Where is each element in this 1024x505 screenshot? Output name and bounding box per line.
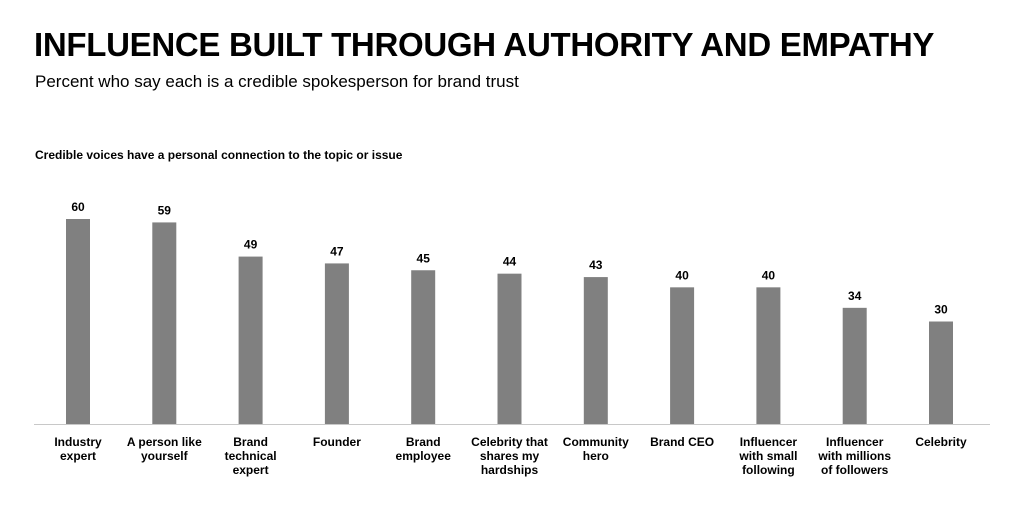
- tick-label-4-line-0: Brand: [406, 435, 441, 449]
- tick-label-2-line-2: expert: [233, 463, 269, 477]
- page-subtitle: Percent who say each is a credible spoke…: [35, 72, 519, 91]
- page-title: INFLUENCE BUILT THROUGH AUTHORITY AND EM…: [34, 26, 935, 63]
- bar-5: [497, 273, 522, 424]
- bar-3: [324, 263, 349, 424]
- tick-label-6-line-1: hero: [583, 449, 609, 463]
- data-label-4: 45: [417, 251, 431, 265]
- tick-label-9-line-2: of followers: [821, 463, 889, 477]
- bar-10: [929, 321, 953, 424]
- tick-label-2-line-1: technical: [225, 449, 277, 463]
- tick-label-5-line-0: Celebrity that: [471, 435, 548, 449]
- tick-label-10: Celebrity: [915, 435, 967, 449]
- data-label-2: 49: [244, 238, 258, 252]
- data-label-8: 40: [762, 268, 776, 282]
- tick-label-9-line-0: Influencer: [826, 435, 884, 449]
- bar-0: [66, 219, 90, 424]
- tick-label-1-line-0: A person like: [127, 435, 202, 449]
- bar-9: [842, 307, 867, 424]
- tick-label-9-line-1: with millions: [817, 449, 891, 463]
- tick-label-1-line-1: yourself: [141, 449, 189, 463]
- data-label-10: 30: [934, 303, 948, 317]
- data-label-9: 34: [848, 289, 862, 303]
- bar-1: [152, 222, 177, 424]
- data-label-3: 47: [330, 244, 344, 258]
- bar-4: [411, 270, 436, 424]
- data-label-5: 44: [503, 255, 517, 269]
- bar-8: [756, 287, 781, 424]
- tick-label-7: Brand CEO: [650, 435, 714, 449]
- bar-7: [670, 287, 695, 424]
- data-label-0: 60: [71, 200, 85, 214]
- data-label-6: 43: [589, 258, 603, 272]
- tick-label-4-line-1: employee: [396, 449, 452, 463]
- chart-heading: Credible voices have a personal connecti…: [35, 148, 403, 162]
- data-label-1: 59: [158, 203, 172, 217]
- tick-label-8-line-0: Influencer: [740, 435, 798, 449]
- tick-label-0-line-0: Industry: [54, 435, 102, 449]
- tick-label-0-line-1: expert: [60, 449, 96, 463]
- tick-label-5-line-2: hardships: [481, 463, 539, 477]
- tick-label-2-line-0: Brand: [233, 435, 268, 449]
- tick-label-3: Founder: [313, 435, 361, 449]
- tick-label-8-line-2: following: [742, 463, 795, 477]
- bar-2: [238, 256, 263, 424]
- tick-label-5-line-1: shares my: [480, 449, 540, 463]
- bar-6: [583, 277, 608, 424]
- tick-label-8-line-1: with small: [738, 449, 797, 463]
- tick-label-6-line-0: Community: [563, 435, 629, 449]
- data-label-7: 40: [675, 268, 689, 282]
